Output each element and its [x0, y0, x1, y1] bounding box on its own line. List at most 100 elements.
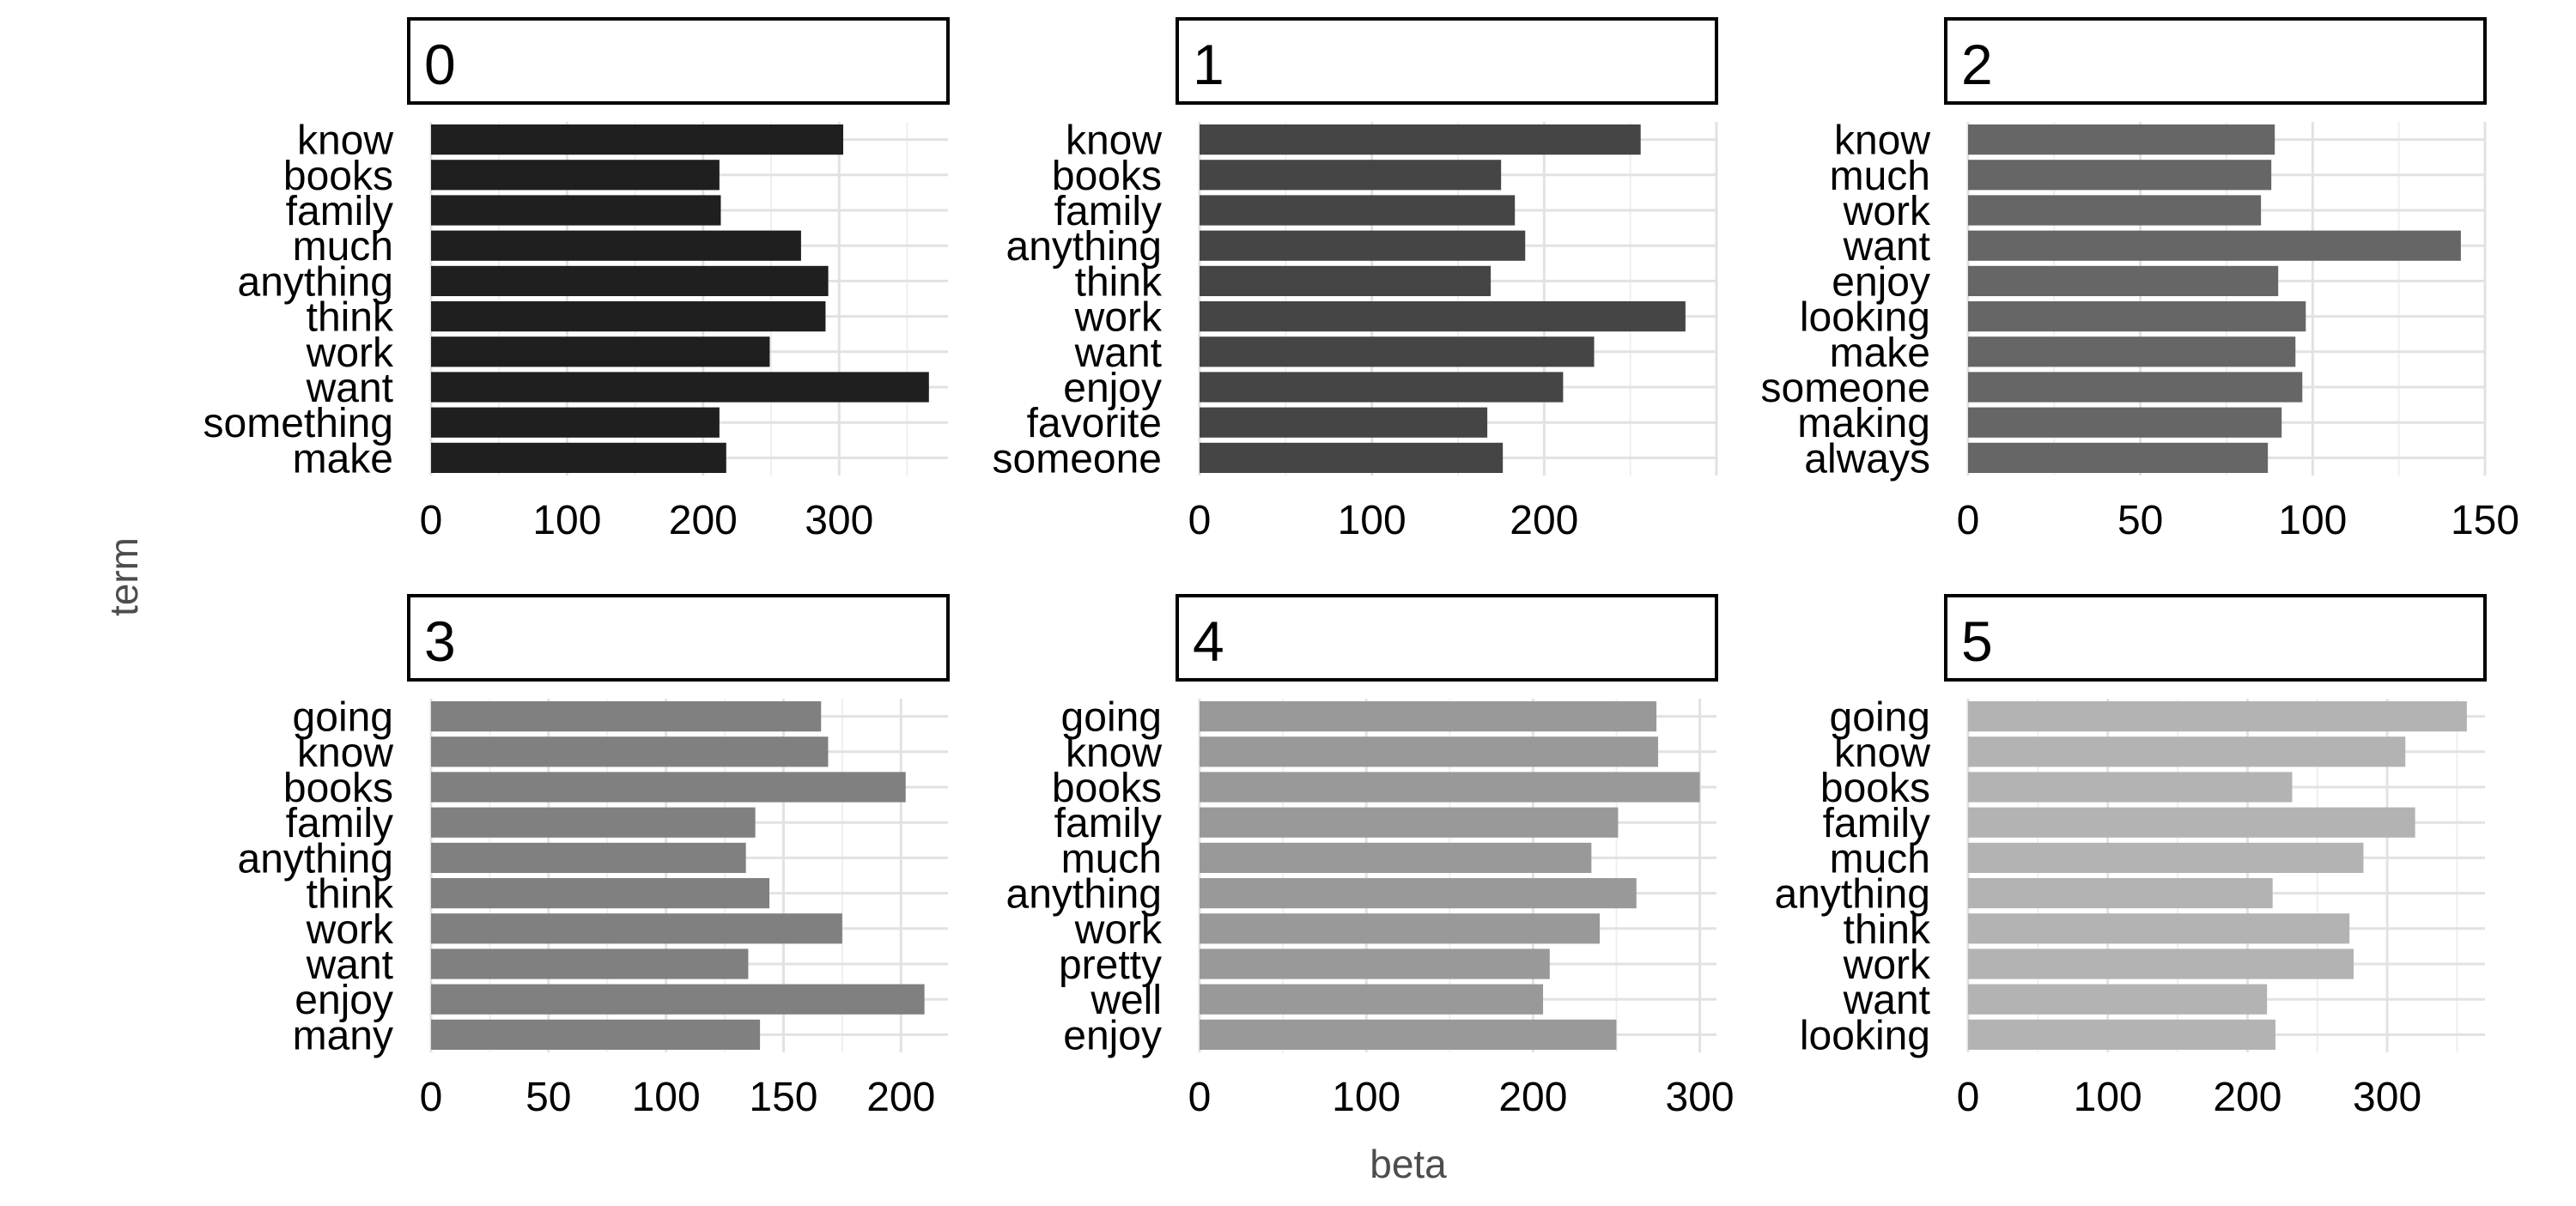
bar-know — [1968, 736, 2406, 767]
bar-family — [1200, 195, 1516, 226]
bar-books — [1200, 160, 1502, 191]
y-tick-label: family — [1054, 189, 1162, 234]
facet-panel-3: 3 goingknowbooksfamilyanythingthinkworkwa… — [238, 594, 950, 1120]
y-tick-label: going — [1061, 695, 1162, 741]
x-tick-label: 0 — [420, 498, 443, 543]
y-tick-label: something — [204, 401, 393, 446]
bar-always — [1968, 442, 2269, 473]
y-tick-label: want — [306, 942, 393, 988]
x-tick-label: 200 — [669, 498, 738, 543]
bar-looking — [1968, 1019, 2275, 1050]
facet-strip-label: 4 — [1193, 609, 1224, 673]
bar-make — [1968, 336, 2296, 367]
facet-strip-label: 1 — [1193, 33, 1224, 96]
bar-much — [1968, 160, 2272, 191]
bar-work — [431, 913, 842, 944]
bar-much — [1200, 842, 1592, 873]
bar-pretty — [1200, 948, 1550, 979]
x-tick-label: 150 — [749, 1075, 817, 1120]
facet-strip-label: 2 — [1961, 33, 1993, 96]
facet-strip — [1176, 594, 1718, 682]
y-tick-label: always — [1804, 436, 1930, 482]
bar-anything — [431, 842, 746, 873]
x-axis-title: beta — [1370, 1142, 1447, 1186]
x-tick-label: 0 — [1188, 498, 1212, 543]
y-tick-label: enjoy — [1063, 1013, 1162, 1058]
y-tick-label: someone — [993, 436, 1162, 482]
bar-know — [1200, 124, 1641, 155]
bar-looking — [1968, 301, 2306, 332]
x-tick-label: 100 — [1338, 498, 1406, 543]
y-tick-label: books — [283, 154, 393, 199]
y-tick-label: looking — [1800, 295, 1930, 341]
bar-anything — [431, 265, 829, 296]
y-tick-label: much — [1061, 836, 1162, 882]
y-tick-label: pretty — [1059, 942, 1162, 988]
bar-work — [431, 336, 770, 367]
y-tick-label: think — [1075, 259, 1163, 305]
bar-enjoy — [1968, 265, 2279, 296]
y-tick-label: many — [293, 1013, 393, 1058]
y-tick-label: enjoy — [295, 978, 393, 1023]
y-tick-label: well — [1090, 978, 1162, 1023]
y-tick-label: anything — [1775, 872, 1930, 918]
bar-much — [1968, 842, 2364, 873]
y-tick-label: want — [1843, 224, 1930, 270]
y-tick-label: books — [1820, 766, 1930, 811]
bar-enjoy — [1200, 372, 1564, 403]
facet-strip — [1944, 594, 2487, 682]
y-tick-label: work — [306, 330, 394, 376]
bar-going — [431, 701, 822, 732]
bar-many — [431, 1019, 761, 1050]
bar-someone — [1968, 372, 2303, 403]
bar-work — [1200, 301, 1686, 332]
bar-know — [431, 736, 829, 767]
bar-enjoy — [1200, 1019, 1617, 1050]
facet-panel-0: 0 knowbooksfamilymuchanythingthinkworkwan… — [204, 17, 950, 543]
x-tick-label: 0 — [1957, 1075, 1980, 1120]
y-tick-label: much — [1830, 836, 1930, 882]
bar-something — [431, 407, 720, 438]
bar-much — [431, 230, 801, 261]
bar-make — [431, 442, 726, 473]
y-tick-label: going — [1830, 695, 1930, 741]
y-tick-label: work — [1843, 189, 1931, 234]
y-tick-label: going — [293, 695, 393, 741]
y-tick-label: anything — [238, 259, 393, 305]
y-tick-label: know — [1066, 118, 1162, 164]
bar-family — [1200, 807, 1619, 838]
y-tick-label: looking — [1800, 1013, 1930, 1058]
x-tick-label: 50 — [526, 1075, 571, 1120]
facet-strip-label: 0 — [424, 33, 456, 96]
bar-work — [1968, 948, 2354, 979]
bar-books — [431, 772, 906, 803]
y-tick-label: know — [1834, 730, 1930, 776]
bar-someone — [1200, 442, 1504, 473]
y-tick-label: know — [297, 730, 393, 776]
y-tick-label: books — [283, 766, 393, 811]
x-tick-label: 200 — [866, 1075, 935, 1120]
bar-know — [1968, 124, 2275, 155]
y-tick-label: family — [286, 801, 393, 846]
y-tick-label: work — [1074, 295, 1163, 341]
bar-know — [431, 124, 844, 155]
x-tick-label: 50 — [2117, 498, 2163, 543]
y-tick-label: family — [1054, 801, 1162, 846]
y-tick-label: think — [1844, 907, 1931, 953]
bar-want — [1968, 230, 2461, 261]
facet-strip — [407, 594, 950, 682]
facet-strip-label: 3 — [424, 609, 456, 673]
y-tick-label: know — [1834, 118, 1930, 164]
bar-know — [1200, 736, 1659, 767]
y-tick-label: making — [1797, 401, 1930, 446]
facet-panel-4: 4 goingknowbooksfamilymuchanythingworkpre… — [1006, 594, 1735, 1120]
x-tick-label: 100 — [2074, 1075, 2142, 1120]
x-tick-label: 300 — [805, 498, 873, 543]
bar-books — [431, 160, 720, 191]
x-tick-label: 0 — [1957, 498, 1980, 543]
bar-work — [1968, 195, 2262, 226]
y-tick-label: know — [297, 118, 393, 164]
facet-panels: 0knowbooksfamilymuchanythingthinkworkwan… — [204, 17, 2519, 1120]
bar-want — [431, 948, 749, 979]
bar-well — [1200, 984, 1544, 1015]
